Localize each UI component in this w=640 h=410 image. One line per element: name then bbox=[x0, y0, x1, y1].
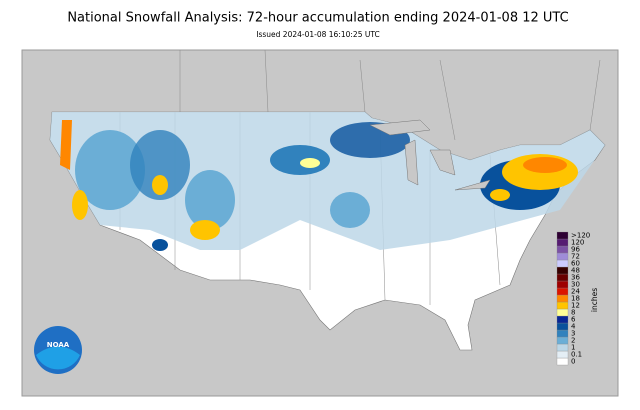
issued-time: Issued 2024-01-08 16:10:25 UTC bbox=[256, 30, 379, 39]
legend-swatch bbox=[556, 294, 569, 303]
legend-label: 60 bbox=[571, 260, 580, 268]
legend-swatch bbox=[556, 259, 569, 268]
legend-swatch bbox=[556, 287, 569, 296]
legend-label: 36 bbox=[571, 274, 580, 282]
map bbox=[21, 49, 619, 397]
legend-swatch bbox=[556, 357, 569, 366]
legend-label: 3 bbox=[571, 330, 575, 338]
legend-swatch bbox=[556, 336, 569, 345]
legend: inches 00.1123468121824303648607296120>1… bbox=[556, 231, 599, 366]
legend-swatch bbox=[556, 245, 569, 254]
legend-label: 8 bbox=[571, 309, 575, 317]
legend-label: 0 bbox=[571, 358, 575, 366]
noaa-logo: NOAA bbox=[34, 326, 82, 374]
legend-swatch bbox=[556, 308, 569, 317]
legend-swatch bbox=[556, 280, 569, 289]
legend-label: 24 bbox=[571, 288, 580, 296]
legend-label: 4 bbox=[571, 323, 576, 331]
legend-swatch bbox=[556, 238, 569, 247]
legend-unit: inches bbox=[590, 288, 599, 312]
legend-label: 120 bbox=[571, 239, 584, 247]
legend-swatch bbox=[556, 329, 569, 338]
legend-label: 1 bbox=[571, 344, 575, 352]
legend-label: 72 bbox=[571, 253, 580, 261]
legend-swatch bbox=[556, 350, 569, 359]
logo-text: NOAA bbox=[47, 341, 70, 349]
legend-swatch bbox=[556, 231, 569, 240]
legend-swatch bbox=[556, 252, 569, 261]
legend-label: 12 bbox=[571, 302, 580, 310]
legend-swatch bbox=[556, 301, 569, 310]
legend-label: 18 bbox=[571, 295, 580, 303]
legend-swatch bbox=[556, 273, 569, 282]
legend-swatch bbox=[556, 322, 569, 331]
map-title: National Snowfall Analysis: 72-hour accu… bbox=[67, 11, 568, 26]
legend-label: 0.1 bbox=[571, 351, 582, 359]
legend-swatch bbox=[556, 343, 569, 352]
legend-label: 2 bbox=[571, 337, 575, 345]
legend-label: 96 bbox=[571, 246, 580, 254]
legend-label: 48 bbox=[571, 267, 580, 275]
great-lakes bbox=[369, 119, 491, 191]
legend-label: 30 bbox=[571, 281, 580, 289]
legend-label: >120 bbox=[571, 232, 590, 240]
legend-swatch bbox=[556, 266, 569, 275]
snow-cover bbox=[50, 112, 605, 251]
logo-wave bbox=[36, 346, 80, 370]
legend-label: 6 bbox=[571, 316, 576, 324]
legend-swatch bbox=[556, 315, 569, 324]
